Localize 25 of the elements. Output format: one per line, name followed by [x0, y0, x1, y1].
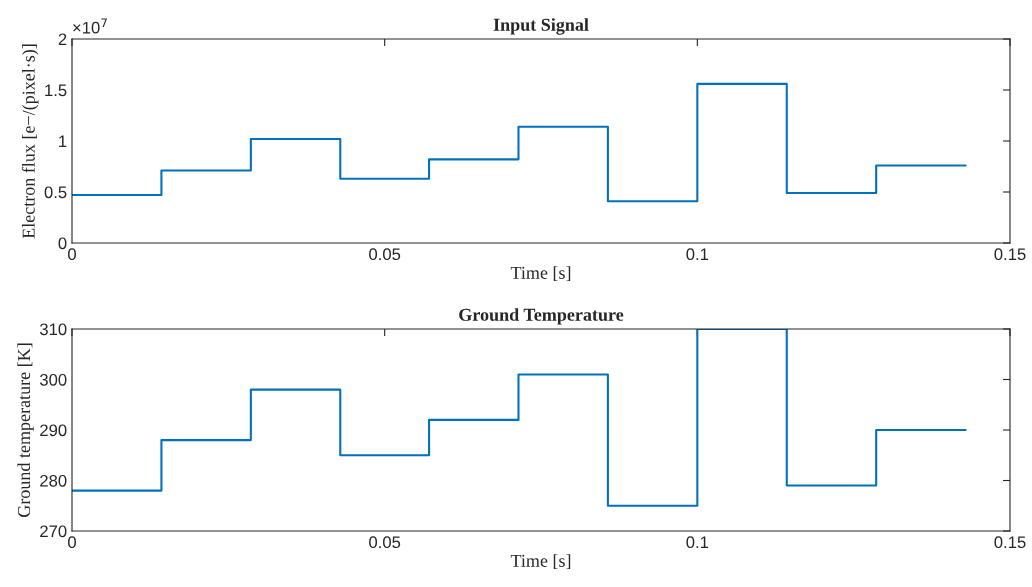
x-tick-label: 0 — [68, 248, 76, 261]
y-tick-label: 0.5 — [44, 186, 67, 199]
y-tick-label: 300 — [39, 373, 67, 386]
y-tick-label: 270 — [40, 525, 67, 538]
x-axis-title: Time [s] — [510, 266, 571, 282]
y-axis-title: Ground temperature [K] — [17, 343, 34, 517]
x-tick-label: 0.1 — [686, 248, 709, 261]
y-axis-title: Electron flux [e−/(pixel·s)] — [21, 44, 39, 239]
x-tick-label: 0 — [68, 536, 76, 549]
text: ×10$^{7}$ — [73, 18, 107, 34]
chart-title: Ground Temperature — [459, 308, 624, 325]
y-tick-label: 280 — [40, 474, 67, 487]
x-tick-label: 0.05 — [369, 536, 401, 549]
y-tick-label: 2 — [58, 33, 67, 46]
y-tick-label: 290 — [40, 424, 67, 437]
y-tick-label: 310 — [39, 323, 67, 336]
y-tick-label: 0 — [58, 237, 67, 250]
x-axis-title: Time [s] — [510, 554, 571, 570]
x-tick-label: 0.1 — [686, 536, 709, 549]
x-tick-label: 0.05 — [369, 248, 401, 261]
y-tick-label: 1.5 — [45, 84, 67, 97]
y-tick-label: 1 — [59, 135, 67, 148]
x-tick-label: 0.15 — [994, 536, 1026, 549]
chart-title: Input Signal — [493, 18, 589, 35]
x-tick-label: 0.15 — [994, 248, 1026, 261]
